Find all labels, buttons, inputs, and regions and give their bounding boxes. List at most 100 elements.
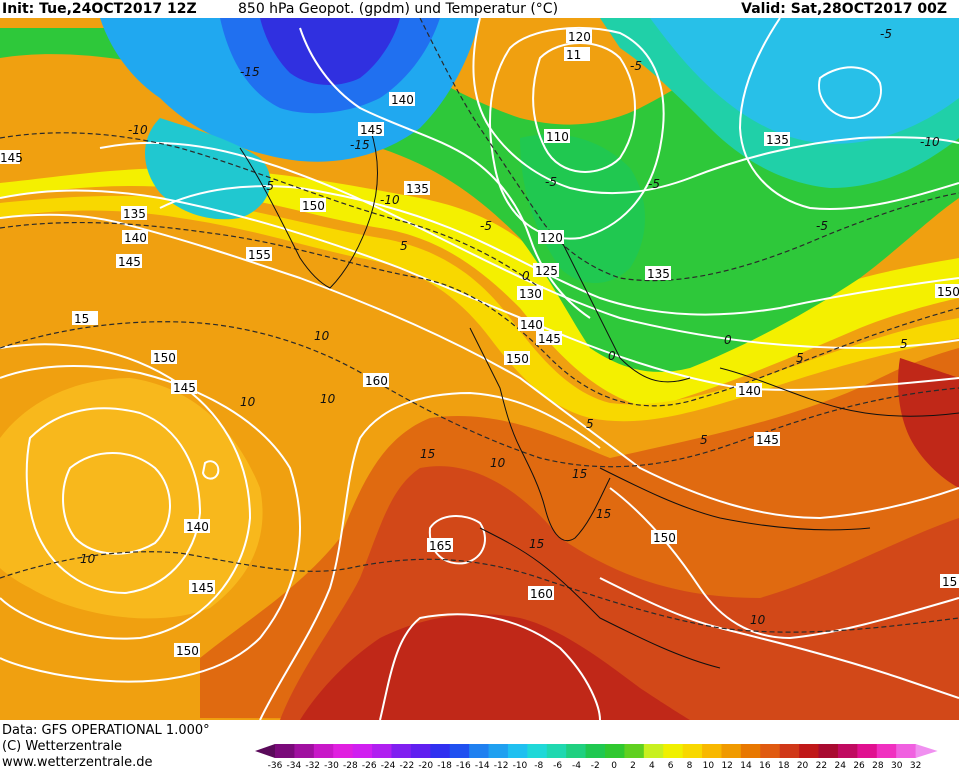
colorbar-tick-label: -20 bbox=[418, 761, 433, 769]
geopotential-label: 160 bbox=[530, 587, 553, 601]
valid-time-label: Valid: Sat,28OCT2017 00Z bbox=[741, 1, 947, 17]
colorbar-tick-label: 32 bbox=[910, 761, 921, 769]
colorbar-tick-label: 24 bbox=[834, 761, 846, 769]
colorbar-tick-label: -24 bbox=[381, 761, 396, 769]
colorbar-tick-label: 0 bbox=[611, 761, 617, 769]
temperature-colorbar: -36 -34 -32 -30 -28 -26 -24 -22 -20 -18 -16 -14 -12-… bbox=[255, 744, 938, 769]
geopotential-label: 11 bbox=[566, 48, 581, 62]
geopotential-label: 150 bbox=[937, 285, 959, 299]
temperature-label: 0 bbox=[608, 349, 616, 363]
colorbar-tick-label: 18 bbox=[778, 761, 790, 769]
temperature-label-group: -10 -5 -5 -10 -15 -15 -5 -10 -5 5 0 -5 -… bbox=[80, 27, 940, 627]
colorbar-tick-label: -22 bbox=[400, 761, 415, 769]
geopotential-label: 150 bbox=[176, 644, 199, 658]
geopotential-label: 120 bbox=[540, 231, 563, 245]
geopotential-label: 145 bbox=[0, 151, 23, 165]
temperature-label: 10 bbox=[320, 392, 336, 406]
colorbar-tick-label: -14 bbox=[475, 761, 490, 769]
map-footer: Data: GFS OPERATIONAL 1.000° (C) Wetterz… bbox=[0, 720, 959, 770]
colorbar-tick-label: 6 bbox=[668, 761, 674, 769]
colorbar-swatch bbox=[663, 744, 684, 758]
colorbar-swatch bbox=[837, 744, 858, 758]
temperature-label: 15 bbox=[420, 447, 435, 461]
map-title: 850 hPa Geopot. (gpdm) und Temperatur (°… bbox=[238, 1, 559, 17]
colorbar-swatch bbox=[449, 744, 470, 758]
temperature-label: -5 bbox=[262, 179, 274, 193]
colorbar-swatch bbox=[605, 744, 625, 758]
colorbar-swatch bbox=[799, 744, 820, 758]
colorbar-swatch bbox=[352, 744, 373, 758]
colorbar-swatch bbox=[624, 744, 645, 758]
colorbar-tick-label: 30 bbox=[891, 761, 903, 769]
colorbar-swatch bbox=[391, 744, 412, 758]
temperature-label: -5 bbox=[545, 175, 557, 189]
geopotential-label: 135 bbox=[647, 267, 670, 281]
colorbar-swatch bbox=[682, 744, 703, 758]
colorbar-tick-label: -2 bbox=[591, 761, 600, 769]
colorbar-swatches bbox=[255, 744, 938, 758]
colorbar-swatch bbox=[333, 744, 354, 758]
colorbar-tick-label: 2 bbox=[630, 761, 636, 769]
colorbar-swatch bbox=[488, 744, 509, 758]
temperature-label: -5 bbox=[816, 219, 828, 233]
temperature-label: 10 bbox=[314, 329, 330, 343]
colorbar-swatch bbox=[430, 744, 451, 758]
temperature-label: 15 bbox=[529, 537, 544, 551]
colorbar-swatch bbox=[585, 744, 606, 758]
colorbar-tick-label: 22 bbox=[816, 761, 827, 769]
geopotential-label: 135 bbox=[766, 133, 789, 147]
temperature-band-12-atlantic bbox=[0, 378, 263, 619]
geopotential-label: 145 bbox=[118, 255, 141, 269]
geopotential-label: 130 bbox=[519, 287, 542, 301]
colorbar-swatch bbox=[410, 744, 431, 758]
colorbar-tick-label: -32 bbox=[305, 761, 320, 769]
temperature-label: 10 bbox=[240, 395, 256, 409]
colorbar-tick-label: 14 bbox=[740, 761, 752, 769]
geopotential-label: 140 bbox=[186, 520, 209, 534]
temperature-label: 5 bbox=[900, 337, 908, 351]
geopotential-label: 135 bbox=[123, 207, 146, 221]
temperature-label: 0 bbox=[522, 269, 530, 283]
temperature-label: 5 bbox=[796, 351, 804, 365]
colorbar-swatch bbox=[702, 744, 722, 758]
colorbar-tick-label: -6 bbox=[553, 761, 562, 769]
geopotential-label: 15 bbox=[942, 575, 957, 589]
init-time-label: Init: Tue,24OCT2017 12Z bbox=[2, 1, 197, 17]
colorbar-tick-label: 4 bbox=[649, 761, 655, 769]
temperature-label: -15 bbox=[350, 138, 370, 152]
geopotential-label: 110 bbox=[546, 130, 569, 144]
geopotential-label: 140 bbox=[391, 93, 414, 107]
temperature-label: 5 bbox=[400, 239, 408, 253]
temperature-label: 15 bbox=[572, 467, 587, 481]
colorbar-swatch bbox=[507, 744, 528, 758]
colorbar-swatch bbox=[876, 744, 897, 758]
colorbar-swatch bbox=[294, 744, 315, 758]
temperature-label: -5 bbox=[648, 177, 660, 191]
colorbar-swatch bbox=[566, 744, 587, 758]
colorbar-swatch bbox=[760, 744, 781, 758]
geopotential-label: 145 bbox=[191, 581, 214, 595]
colorbar-tick-label: -28 bbox=[343, 761, 358, 769]
temperature-label: 10 bbox=[750, 613, 766, 627]
temperature-label: -10 bbox=[920, 135, 940, 149]
colorbar-swatch bbox=[469, 744, 490, 758]
data-source-label: Data: GFS OPERATIONAL 1.000° bbox=[2, 723, 210, 738]
temperature-band-minus20-arctic bbox=[260, 18, 400, 85]
temperature-label: 10 bbox=[80, 552, 96, 566]
temperature-label: 5 bbox=[586, 417, 594, 431]
temperature-band-minus10-light-blue bbox=[650, 18, 959, 144]
temperature-band-minus4-scandinavia bbox=[520, 134, 645, 283]
colorbar-ticks: -36 -34 -32 -30 -28 -26 -24 -22 -20 -18 -16 -14 -12-… bbox=[268, 761, 922, 769]
temperature-label: 0 bbox=[724, 333, 732, 347]
colorbar-swatch bbox=[527, 744, 548, 758]
weather-map: 120 110 140 145 135 150 135 140 145 155 … bbox=[0, 18, 959, 720]
colorbar-swatch bbox=[896, 744, 917, 758]
geopotential-label: 150 bbox=[506, 352, 529, 366]
geopotential-label: 140 bbox=[738, 384, 761, 398]
temperature-label: -5 bbox=[880, 27, 892, 41]
geopotential-label: 120 bbox=[568, 30, 591, 44]
colorbar-swatch bbox=[372, 744, 392, 758]
map-header: Init: Tue,24OCT2017 12Z 850 hPa Geopot. … bbox=[0, 0, 959, 18]
colorbar-swatch bbox=[779, 744, 800, 758]
temperature-label: 5 bbox=[700, 433, 708, 447]
